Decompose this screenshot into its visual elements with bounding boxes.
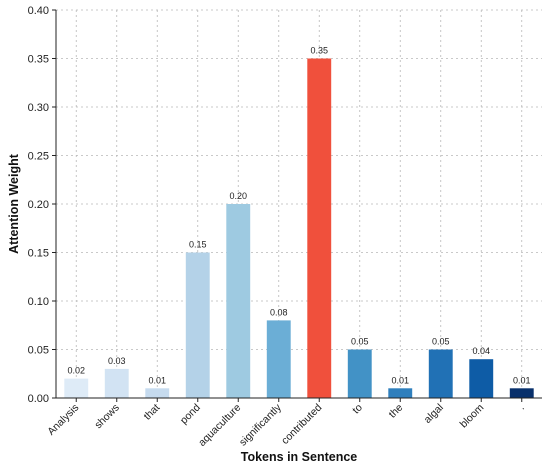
data-label: 0.01: [148, 375, 166, 385]
grid-lines: [56, 9, 542, 398]
bar-12: [509, 388, 534, 398]
bar-2: [104, 368, 129, 398]
bar-7: [307, 58, 332, 398]
y-tick-label: 0.30: [28, 102, 49, 114]
y-tick-labels: 0.00 0.05 0.10 0.15 0.20 0.25 0.30 0.35 0.40: [28, 5, 49, 405]
x-tick-label: the: [387, 402, 406, 421]
data-label: 0.15: [189, 240, 207, 250]
y-axis-title: Attention Weight: [7, 153, 21, 254]
y-tick-label: 0.10: [28, 296, 49, 308]
x-tick-label: aquaculture: [196, 402, 243, 449]
data-label: 0.08: [270, 307, 288, 317]
x-tick-label: shows: [92, 402, 122, 432]
data-label: 0.01: [513, 375, 531, 385]
bar-6: [266, 320, 291, 398]
data-labels: 0.02 0.03 0.01 0.15 0.20 0.08 0.35 0.05 0.01 0.05…: [67, 46, 530, 386]
y-tick-label: 0.40: [28, 5, 49, 17]
y-tick-label: 0.15: [28, 248, 49, 260]
x-tick-label: Analysis: [45, 402, 81, 438]
data-label: 0.04: [472, 346, 490, 356]
x-tick-label: to: [350, 402, 365, 417]
bar-3: [145, 388, 170, 398]
x-tick-label: .: [516, 402, 527, 413]
bar-8: [347, 349, 372, 398]
data-label: 0.03: [108, 356, 126, 366]
bar-1: [64, 378, 89, 398]
bar-4: [185, 252, 210, 398]
data-label: 0.05: [432, 337, 450, 347]
y-tick-label: 0.00: [28, 393, 49, 405]
x-tick-label: that: [142, 402, 163, 423]
x-tick-label: contributed: [279, 402, 324, 447]
y-tick-label: 0.25: [28, 151, 49, 163]
y-tick-label: 0.20: [28, 199, 49, 211]
bar-11: [469, 359, 494, 398]
data-label: 0.35: [310, 46, 328, 56]
data-label: 0.01: [391, 375, 409, 385]
bar-10: [428, 349, 453, 398]
data-label: 0.05: [351, 337, 369, 347]
x-tick-label: pond: [178, 402, 203, 427]
y-tick-label: 0.35: [28, 54, 49, 66]
bars: [64, 58, 534, 398]
data-label: 0.20: [229, 191, 247, 201]
x-tick-label: significantly: [237, 401, 284, 448]
x-tick-label: algal: [422, 402, 446, 426]
x-tick-labels: Analysis shows that pondaquaculturesignific…: [45, 401, 527, 449]
x-tick-label: bloom: [458, 401, 487, 430]
x-axis-title: Tokens in Sentence: [241, 450, 358, 464]
bar-9: [388, 388, 413, 398]
bar-5: [226, 204, 251, 398]
data-label: 0.02: [67, 366, 85, 376]
axes: [52, 9, 542, 402]
y-tick-label: 0.05: [28, 345, 49, 357]
